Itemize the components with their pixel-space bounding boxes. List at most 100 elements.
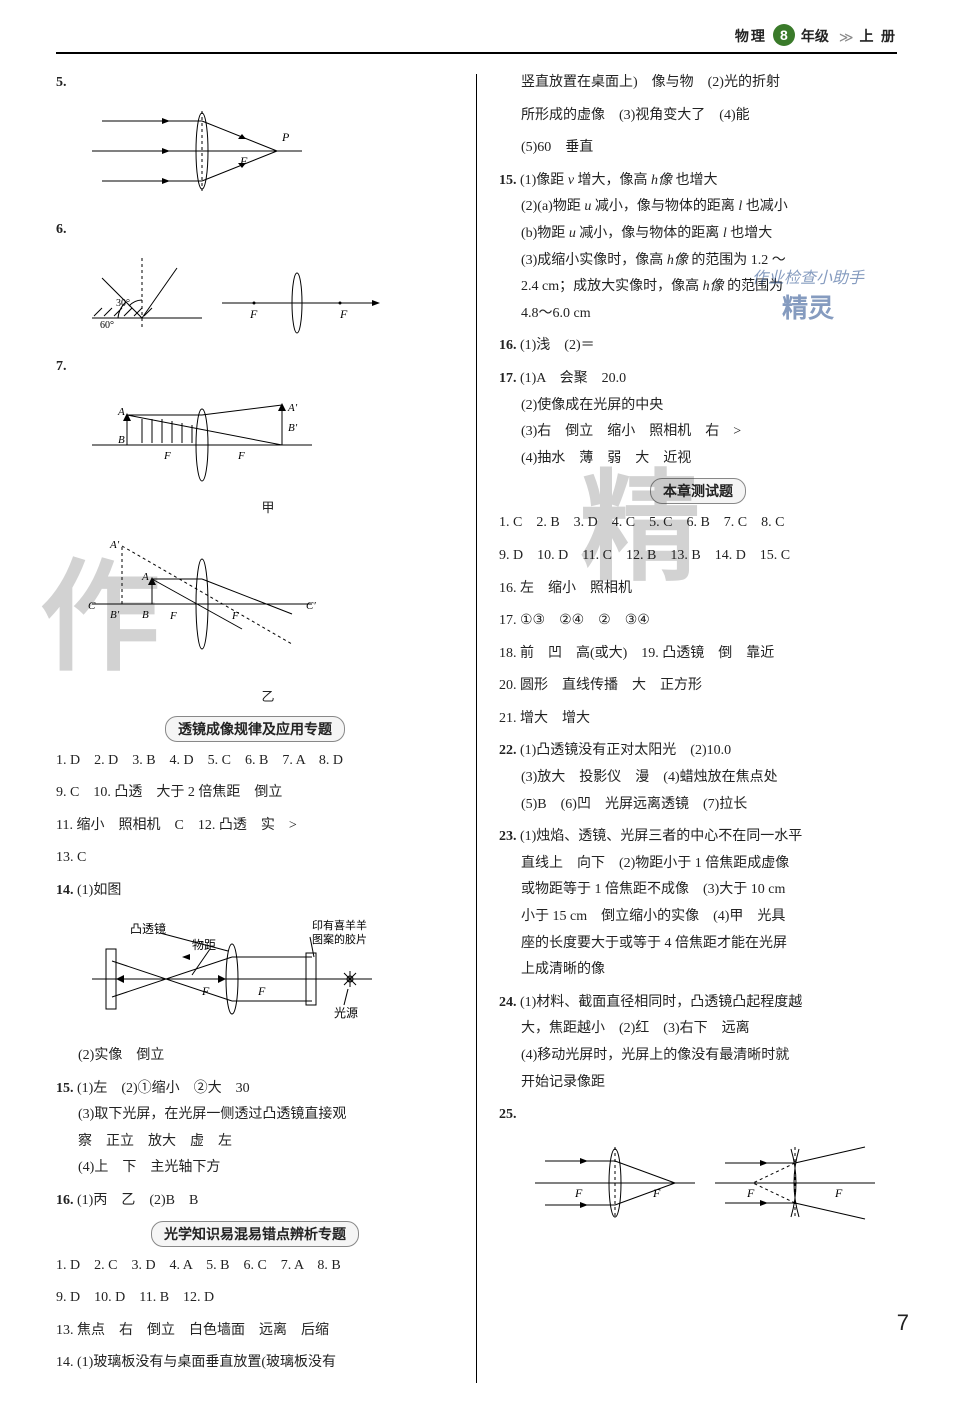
q24-number: 24.	[499, 995, 517, 1010]
q15-left: 15. (1)左 (2)①缩小 ②大 30 (3)取下光屏，在光屏一侧透过凸透镜…	[56, 1076, 454, 1182]
q15-left-line2b: 察 正立 放大 虚 左	[56, 1129, 454, 1156]
svg-text:F: F	[339, 307, 348, 321]
cont-line-3: (5)60 垂直	[499, 135, 897, 162]
svg-text:A: A	[141, 571, 149, 583]
q15r-3a-row: (3)成缩小实像时，像高 h像 的范围为 1.2 ～	[499, 248, 897, 275]
sec1-answers-line-1: 1. D 2. D 3. B 4. D 5. C 6. B 7. A 8. D	[56, 748, 454, 775]
q14: 14. (1)如图	[56, 878, 454, 1070]
svg-text:C′: C′	[306, 600, 316, 612]
q23-number: 23.	[499, 829, 517, 844]
sec2-line-1: 1. D 2. C 3. D 4. A 5. B 6. C 7. A 8. B	[56, 1253, 454, 1280]
q16-left: 16. (1)丙 乙 (2)B B	[56, 1188, 454, 1215]
q17r-1: (1)A 会聚 20.0	[520, 371, 626, 386]
sec3-line-D: 17. ①③ ②④ ② ③④	[499, 608, 897, 635]
q17r-3: (3)右 倒立 缩小 照相机 右 >	[499, 419, 897, 446]
svg-text:A′: A′	[287, 402, 298, 414]
svg-text:B′: B′	[288, 422, 298, 434]
q7-figure-jia: B A A′ B′	[82, 385, 454, 520]
q24-line4: 开始记录像距	[499, 1070, 897, 1097]
q5-number: 5.	[56, 75, 67, 90]
header-volume: 上 册	[860, 26, 898, 46]
q15r-h3: h像	[703, 279, 724, 294]
svg-text:凸透镜: 凸透镜	[130, 921, 166, 936]
q17-right-number: 17.	[499, 371, 517, 386]
q15r-2c: 也减小	[742, 199, 788, 214]
q14-figure: 凸透镜 物距 印有喜羊羊 图案的胶片 光源 F F	[82, 909, 454, 1040]
header-badge: 8	[773, 24, 795, 46]
sec1-answers-line-3: 11. 缩小 照相机 C 12. 凸透 实 >	[56, 813, 454, 840]
svg-text:30°: 30°	[116, 298, 130, 309]
q23: 23. (1)烛焰、透镜、光屏三者的中心不在同一水平 直线上 向下 (2)物距小…	[499, 824, 897, 984]
q7-diagram-jia-icon: B A A′ B′	[82, 385, 322, 485]
q22-number: 22.	[499, 743, 517, 758]
svg-text:F: F	[231, 610, 239, 622]
q7-number: 7.	[56, 359, 67, 374]
q24-line3: (4)移动光屏时，光屏上的像没有最清晰时就	[499, 1043, 897, 1070]
sec2-line-2: 9. D 10. D 11. B 12. D	[56, 1285, 454, 1312]
q22: 22. (1)凸透镜没有正对太阳光 (2)10.0 (3)放大 投影仪 漫 (4…	[499, 738, 897, 818]
q15r-1a: (1)像距	[520, 173, 568, 188]
q22-line3: (5)B (6)凹 光屏远离透镜 (7)拉长	[499, 792, 897, 819]
sec3-line-B: 9. D 10. D 11. C 12. B 13. B 14. D 15. C	[499, 543, 897, 570]
q14-2: (2)实像 倒立	[56, 1043, 454, 1070]
svg-text:F: F	[169, 610, 177, 622]
cont-line-2: 所形成的虚像 (3)视角变大了 (4)能	[499, 103, 897, 130]
sec3-line-E: 18. 前 凹 高(或大) 19. 凸透镜 倒 靠近	[499, 641, 897, 668]
svg-text:印有喜羊羊: 印有喜羊羊	[312, 918, 367, 932]
q23-line1: (1)烛焰、透镜、光屏三者的中心不在同一水平	[520, 829, 802, 844]
q25-diagram-icon: F F F	[525, 1133, 885, 1228]
q24: 24. (1)材料、截面直径相同时，凸透镜凸起程度越 大，焦距越小 (2)红 (…	[499, 990, 897, 1096]
svg-text:A′: A′	[109, 539, 120, 551]
q15r-1c: 也增大	[672, 173, 718, 188]
q15r-3b: 的范围为 1.2 ～	[688, 253, 786, 268]
q22-line1: (1)凸透镜没有正对太阳光 (2)10.0	[520, 743, 731, 758]
q17-right: 17. (1)A 会聚 20.0 (2)使像成在光屏的中央 (3)右 倒立 缩小…	[499, 366, 897, 472]
q25-figure: F F F	[525, 1133, 897, 1239]
q23-line5: 座的长度要大于或等于 4 倍焦距才能在光屏	[499, 931, 897, 958]
svg-text:F: F	[239, 154, 248, 168]
q15r-3d: 的范围为	[724, 279, 784, 294]
q23-line4: 小于 15 cm 倒立缩小的实像 (4)甲 光具	[499, 904, 897, 931]
page-header: 物理 8 年级 ≫ 上 册	[56, 24, 897, 54]
q16-left-body: (1)丙 乙 (2)B B	[77, 1193, 198, 1208]
q15r-2b: 减小，像与物体的距离	[591, 199, 738, 214]
q15r-2e: 减小，像与物体的距离	[576, 226, 723, 241]
q6-figure: 30° 60° F F	[82, 248, 454, 349]
svg-text:物距: 物距	[192, 938, 216, 952]
page-number: 7	[897, 1310, 909, 1336]
q7-diagram-yi-icon: C C′ A B A′ B′	[82, 524, 322, 674]
q5-diagram-icon: P F	[82, 101, 312, 201]
q17r-2: (2)使像成在光屏的中央	[499, 393, 897, 420]
svg-text:B: B	[118, 434, 125, 446]
left-column: 5.	[56, 70, 454, 1383]
q23-line6: 上成清晰的像	[499, 957, 897, 984]
svg-text:F: F	[257, 984, 266, 998]
q7-figure-yi: C C′ A B A′ B′	[82, 524, 454, 709]
sec3-line-F: 20. 圆形 直线传播 大 正方形	[499, 673, 897, 700]
q15r-3e: 4.8～6.0 cm	[499, 301, 897, 328]
sec3-line-C: 16. 左 缩小 照相机	[499, 576, 897, 603]
svg-text:F: F	[834, 1186, 843, 1200]
q15-left-line1: (1)左 (2)①缩小 ②大 30	[77, 1081, 250, 1096]
svg-text:F: F	[201, 984, 210, 998]
q7-caption-yi: 乙	[82, 685, 454, 710]
svg-text:F: F	[574, 1186, 583, 1200]
sec1-answers-line-4: 13. C	[56, 845, 454, 872]
q6: 6. 30° 60°	[56, 217, 454, 348]
q15r-1b: 增大，像高	[574, 173, 651, 188]
svg-text:F: F	[746, 1186, 755, 1200]
sec1-answers-line-2: 9. C 10. 凸透 大于 2 倍焦距 倒立	[56, 780, 454, 807]
q6-number: 6.	[56, 222, 67, 237]
right-column: 竖直放置在桌面上) 像与物 (2)光的折射 所形成的虚像 (3)视角变大了 (4…	[499, 70, 897, 1383]
q17r-4: (4)抽水 薄 弱 大 近视	[499, 446, 897, 473]
section-1-title: 透镜成像规律及应用专题	[56, 716, 454, 742]
sec3-line-G: 21. 增大 增大	[499, 706, 897, 733]
svg-text:P: P	[281, 130, 290, 144]
q5-figure: P F	[82, 101, 454, 212]
header-grade: 年级	[801, 26, 829, 46]
q15-right-number: 15.	[499, 173, 517, 188]
q15r-2d: (b)物距	[521, 226, 569, 241]
q5: 5.	[56, 70, 454, 211]
svg-text:F: F	[249, 307, 258, 321]
q22-line2: (3)放大 投影仪 漫 (4)蜡烛放在焦点处	[499, 765, 897, 792]
